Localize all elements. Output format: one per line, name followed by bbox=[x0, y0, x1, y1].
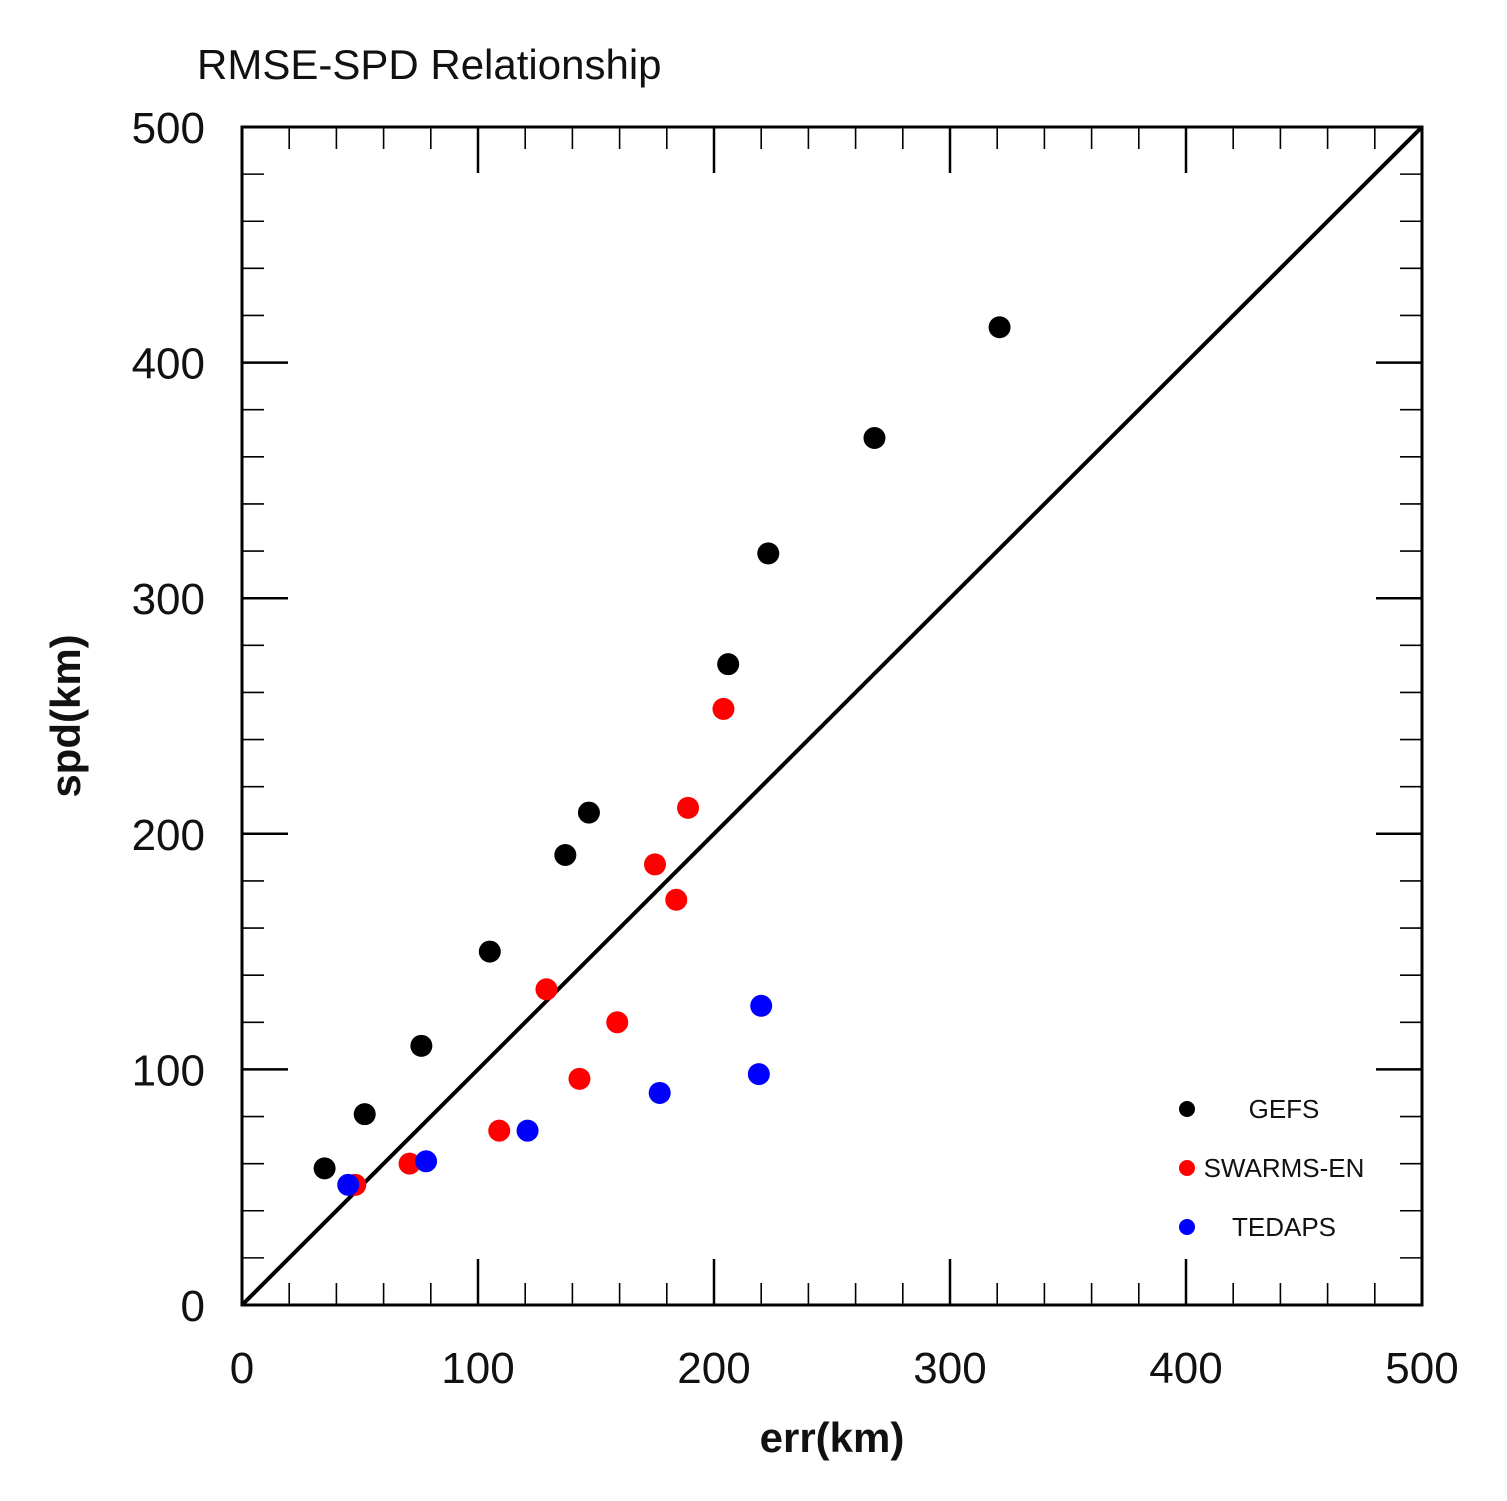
legend-label-tedaps: TEDAPS bbox=[1232, 1212, 1336, 1242]
legend: GEFS SWARMS-EN TEDAPS bbox=[1179, 1094, 1364, 1242]
point-swarms-en bbox=[712, 697, 735, 720]
legend-label-swarms-en: SWARMS-EN bbox=[1204, 1153, 1365, 1183]
x-tick-label: 400 bbox=[1149, 1344, 1222, 1393]
point-swarms-en bbox=[644, 853, 666, 876]
point-gefs bbox=[478, 940, 501, 963]
point-tedaps bbox=[750, 994, 773, 1017]
point-swarms-en bbox=[606, 1011, 629, 1034]
x-tick-label: 0 bbox=[230, 1344, 254, 1393]
y-tick-label: 400 bbox=[132, 340, 205, 389]
chart-title: RMSE-SPD Relationship bbox=[197, 41, 662, 88]
one-to-one-line bbox=[240, 125, 1424, 1307]
y-tick-label: 0 bbox=[181, 1282, 205, 1331]
point-gefs bbox=[554, 844, 577, 867]
plot-frame bbox=[240, 125, 1424, 1307]
point-swarms-en bbox=[665, 888, 688, 911]
point-tedaps bbox=[516, 1119, 539, 1142]
point-gefs bbox=[988, 316, 1011, 339]
point-gefs bbox=[577, 801, 600, 824]
point-swarms-en bbox=[677, 796, 700, 819]
point-swarms-en bbox=[568, 1067, 591, 1090]
y-tick-label: 500 bbox=[132, 104, 205, 153]
x-tick-label: 200 bbox=[677, 1344, 750, 1393]
point-gefs bbox=[863, 426, 886, 449]
x-tick-labels: 0 100 200 300 400 500 bbox=[230, 1344, 1459, 1393]
x-tick-label: 500 bbox=[1385, 1344, 1458, 1393]
point-gefs bbox=[410, 1034, 433, 1057]
x-tick-label: 300 bbox=[913, 1344, 986, 1393]
y-tick-labels: 0 100 200 300 400 500 bbox=[132, 104, 205, 1331]
data-points bbox=[313, 316, 1011, 1196]
legend-marker-tedaps bbox=[1179, 1219, 1195, 1235]
point-swarms-en bbox=[398, 1152, 421, 1175]
x-tick-label: 100 bbox=[441, 1344, 514, 1393]
x-axis-label: err(km) bbox=[760, 1414, 905, 1461]
legend-marker-swarms-en bbox=[1179, 1160, 1195, 1176]
legend-label-gefs: GEFS bbox=[1249, 1094, 1320, 1124]
y-axis-label: spd(km) bbox=[42, 634, 89, 797]
point-gefs bbox=[717, 653, 740, 676]
point-swarms-en bbox=[488, 1119, 511, 1142]
point-gefs bbox=[353, 1103, 376, 1126]
point-gefs bbox=[313, 1157, 336, 1180]
point-tedaps bbox=[415, 1150, 438, 1173]
point-gefs bbox=[757, 542, 780, 565]
y-tick-label: 200 bbox=[132, 811, 205, 860]
point-swarms-en bbox=[535, 978, 558, 1001]
y-tick-label: 300 bbox=[132, 575, 205, 624]
y-tick-label: 100 bbox=[132, 1046, 205, 1095]
point-tedaps bbox=[337, 1173, 360, 1196]
point-tedaps bbox=[648, 1081, 671, 1104]
reference-line-layer bbox=[240, 125, 1424, 1307]
legend-marker-gefs bbox=[1179, 1101, 1195, 1117]
point-tedaps bbox=[747, 1063, 770, 1086]
